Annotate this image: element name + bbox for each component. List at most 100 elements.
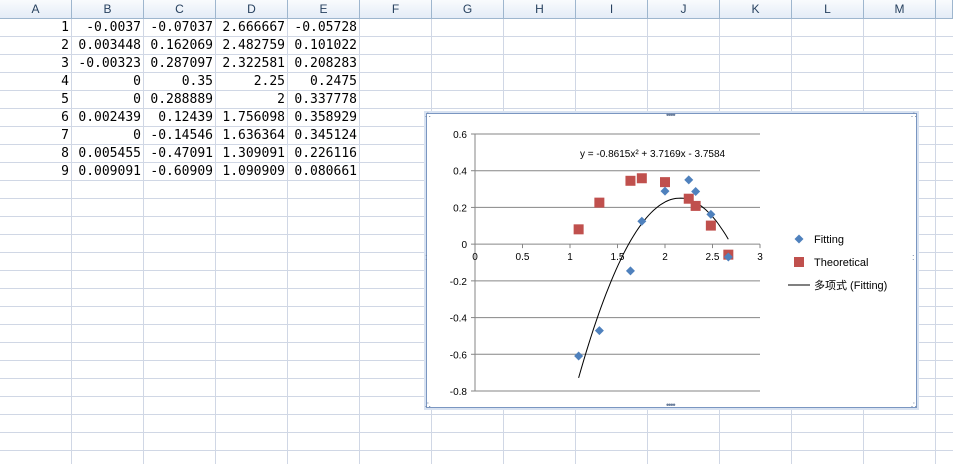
legend-label-theoretical: Theoretical <box>814 257 868 269</box>
cell-d2[interactable]: 2.482759 <box>222 38 285 53</box>
theoretical-point-2 <box>690 200 701 211</box>
fitting-point-6 <box>625 266 635 276</box>
cell-e3[interactable]: 0.208283 <box>294 56 357 71</box>
cell-c5[interactable]: 0.288889 <box>150 92 213 107</box>
cell-d6[interactable]: 1.756098 <box>222 110 285 125</box>
cell-b5[interactable]: 0 <box>133 92 141 107</box>
x-tick-label-2: 1 <box>567 252 573 263</box>
x-tick-label-5: 2.5 <box>706 252 720 263</box>
column-header-c[interactable]: C <box>144 0 216 19</box>
cell-d5[interactable]: 2 <box>277 92 285 107</box>
cell-e9[interactable]: 0.080661 <box>294 164 357 179</box>
column-header-i[interactable]: I <box>576 0 648 19</box>
fitting-point-8 <box>574 351 584 361</box>
cell-b2[interactable]: 0.003448 <box>78 38 141 53</box>
fitting-point-4 <box>660 186 670 196</box>
cell-a7[interactable]: 7 <box>61 128 69 143</box>
cell-d4[interactable]: 2.25 <box>253 74 285 89</box>
column-header-a[interactable]: A <box>0 0 72 19</box>
cell-b6[interactable]: 0.002439 <box>78 110 141 125</box>
cell-a9[interactable]: 9 <box>61 164 69 179</box>
y-tick-label-5: -0.4 <box>450 314 468 325</box>
fitting-point-1 <box>706 209 716 219</box>
cell-a1[interactable]: 1 <box>61 20 69 35</box>
cell-c6[interactable]: 0.12439 <box>158 110 213 125</box>
cell-e5[interactable]: 0.337778 <box>294 92 357 107</box>
x-tick-label-4: 2 <box>662 252 668 263</box>
chart-resize-handle-br[interactable]: ∴ <box>911 400 917 410</box>
cell-e7[interactable]: 0.345124 <box>294 128 357 143</box>
cell-c7[interactable]: -0.14546 <box>150 128 213 143</box>
column-header-g[interactable]: G <box>432 0 504 19</box>
legend-label-trendline: 多项式 (Fitting) <box>814 278 887 292</box>
column-header-e[interactable]: E <box>288 0 360 19</box>
cell-c2[interactable]: 0.162069 <box>150 38 213 53</box>
y-tick-label-4: -0.2 <box>450 277 468 288</box>
y-tick-label-3: 0 <box>461 240 467 251</box>
cell-e4[interactable]: 0.2475 <box>310 74 357 89</box>
column-header-k[interactable]: K <box>720 0 792 19</box>
cell-a4[interactable]: 4 <box>61 74 69 89</box>
chart-resize-handle-tl[interactable]: ∴ <box>425 110 431 120</box>
column-header-d[interactable]: D <box>216 0 288 19</box>
cell-d7[interactable]: 1.636364 <box>222 128 285 143</box>
cell-d1[interactable]: 2.666667 <box>222 20 285 35</box>
legend-marker-fitting <box>794 234 804 244</box>
theoretical-point-7 <box>594 197 605 208</box>
chart-resize-handle-bl[interactable]: ∴ <box>425 400 431 410</box>
cell-a2[interactable]: 2 <box>61 38 69 53</box>
scatter-chart[interactable]: •••• •••• : : ∴ ∴ ∴ ∴ 0.6 0.4 0.2 0 -0.2 -0.4… <box>425 110 917 410</box>
y-tick-label-0: 0.6 <box>453 130 467 141</box>
y-tick-label-6: -0.6 <box>450 350 468 361</box>
cell-a3[interactable]: 3 <box>61 56 69 71</box>
cell-c4[interactable]: 0.35 <box>181 74 213 89</box>
cell-a5[interactable]: 5 <box>61 92 69 107</box>
y-tick-label-7: -0.8 <box>450 387 468 398</box>
legend-marker-theoretical <box>794 257 804 267</box>
chart-resize-handle-left[interactable]: : <box>425 252 427 262</box>
column-header-j[interactable]: J <box>648 0 720 19</box>
legend-label-fitting: Fitting <box>814 234 844 246</box>
cell-b7[interactable]: 0 <box>133 128 141 143</box>
cell-b8[interactable]: 0.005455 <box>78 146 141 161</box>
cell-c3[interactable]: 0.287097 <box>150 56 213 71</box>
chart-resize-handle-tr[interactable]: ∴ <box>911 110 917 120</box>
cell-e2[interactable]: 0.101022 <box>294 38 357 53</box>
cell-e1[interactable]: -0.05728 <box>294 20 357 35</box>
chart-resize-handle-right[interactable]: : <box>912 252 914 262</box>
cell-b4[interactable]: 0 <box>133 74 141 89</box>
theoretical-point-1 <box>705 220 716 231</box>
cell-e6[interactable]: 0.358929 <box>294 110 357 125</box>
cell-d9[interactable]: 1.090909 <box>222 164 285 179</box>
cell-b9[interactable]: 0.009091 <box>78 164 141 179</box>
y-tick-label-2: 0.2 <box>453 203 467 214</box>
cell-c8[interactable]: -0.47091 <box>150 146 213 161</box>
cell-a8[interactable]: 8 <box>61 146 69 161</box>
y-tick-label-1: 0.4 <box>453 167 467 178</box>
x-tick-label-3: 1.5 <box>611 252 625 263</box>
chart-resize-handle-bottom[interactable]: •••• <box>666 400 676 410</box>
trendline-equation: y = -0.8615x² + 3.7169x - 3.7584 <box>580 149 726 160</box>
chart-resize-handle-top[interactable]: •••• <box>666 110 676 120</box>
cell-c1[interactable]: -0.07037 <box>150 20 213 35</box>
fitting-point-5 <box>637 216 647 226</box>
x-tick-label-6: 3 <box>757 252 763 263</box>
column-header-h[interactable]: H <box>504 0 576 19</box>
cell-e8[interactable]: 0.226116 <box>294 146 357 161</box>
column-header-l[interactable]: L <box>792 0 864 19</box>
column-header-m[interactable]: M <box>864 0 936 19</box>
cell-a6[interactable]: 6 <box>61 110 69 125</box>
theoretical-point-5 <box>636 173 647 184</box>
cell-c9[interactable]: -0.60909 <box>150 164 213 179</box>
cell-d8[interactable]: 1.309091 <box>222 146 285 161</box>
cell-b3[interactable]: -0.00323 <box>78 56 141 71</box>
cell-d3[interactable]: 2.322581 <box>222 56 285 71</box>
column-header-overflow <box>936 0 953 19</box>
column-header-b[interactable]: B <box>72 0 144 19</box>
fitting-point-2 <box>691 186 701 196</box>
fitting-point-3 <box>684 175 694 185</box>
fitting-point-0 <box>723 252 733 262</box>
column-header-f[interactable]: F <box>360 0 432 19</box>
x-tick-label-1: 0.5 <box>516 252 530 263</box>
cell-b1[interactable]: -0.0037 <box>86 20 141 35</box>
